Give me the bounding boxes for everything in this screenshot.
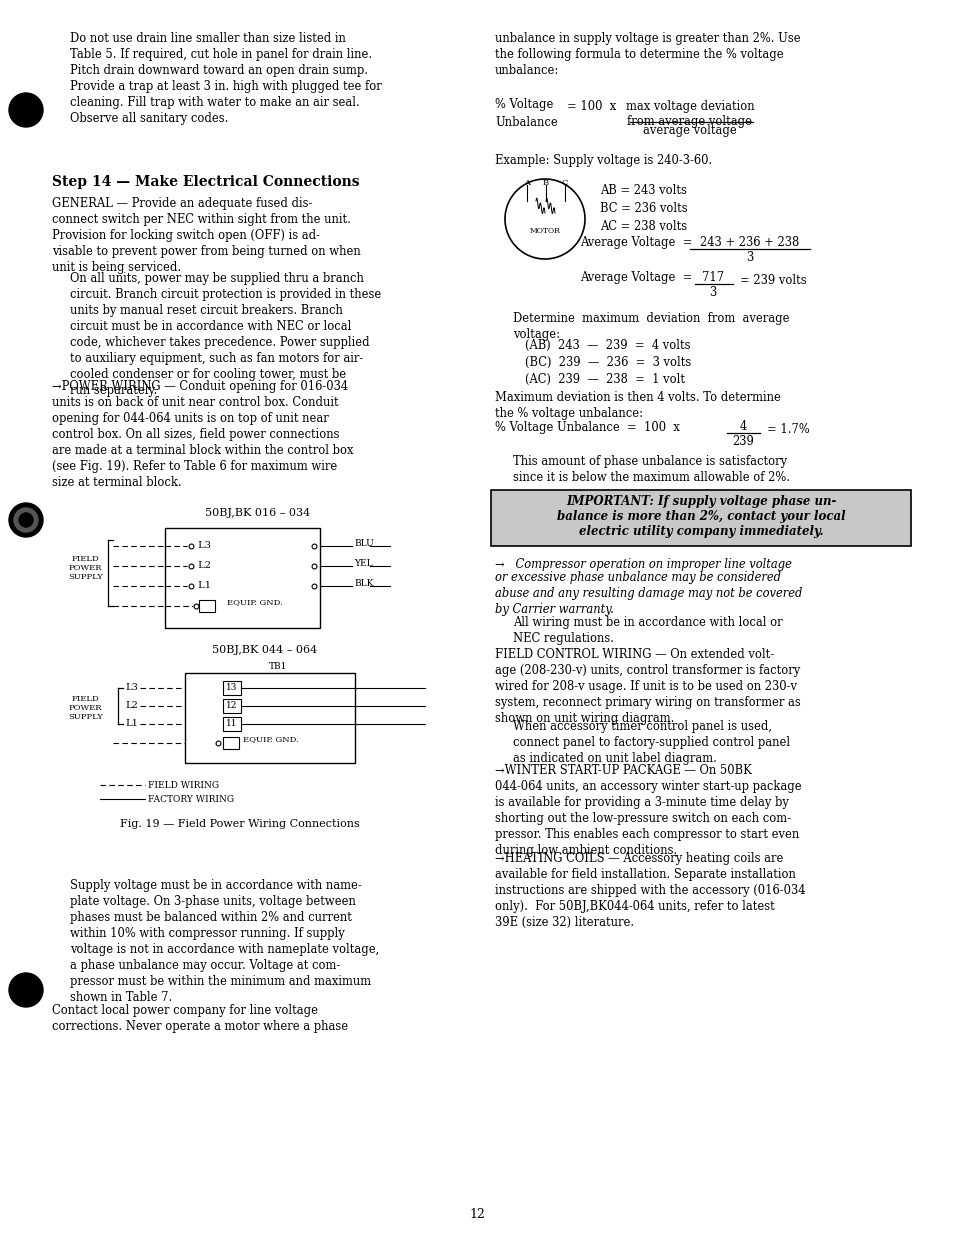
Bar	[491, 490, 910, 546]
Text: L3: L3	[125, 683, 138, 693]
Text: AB = 243 volts
BC = 236 volts
AC = 238 volts: AB = 243 volts BC = 236 volts AC = 238 v…	[599, 184, 687, 233]
Text: L1: L1	[194, 582, 211, 590]
Bar	[199, 600, 214, 613]
Text: L2: L2	[194, 562, 211, 571]
Text: (AB)  243  —  239  =  4 volts
(BC)  239  —  236  =  3 volts
(AC)  239  —  238  =: (AB) 243 — 239 = 4 volts (BC) 239 — 236 …	[524, 338, 691, 387]
Text: FIELD WIRING: FIELD WIRING	[148, 781, 219, 789]
Text: All wiring must be in accordance with local or
NEC regulations.: All wiring must be in accordance with lo…	[513, 616, 781, 645]
Bar	[165, 529, 319, 629]
Text: % Voltage Unbalance  =  100  x: % Voltage Unbalance = 100 x	[495, 421, 679, 433]
Text: B: B	[542, 179, 549, 186]
Text: Average Voltage  =: Average Voltage =	[579, 236, 692, 249]
Circle shape	[9, 503, 43, 537]
Text: L1: L1	[125, 720, 138, 729]
Bar	[491, 490, 910, 546]
Text: 13: 13	[226, 683, 237, 693]
Bar	[223, 680, 241, 695]
Text: = 1.7%: = 1.7%	[766, 424, 809, 436]
Text: 12: 12	[226, 701, 237, 710]
Text: BLK: BLK	[354, 578, 374, 588]
Text: Step 14 — Make Electrical Connections: Step 14 — Make Electrical Connections	[52, 175, 359, 189]
Text: 12: 12	[469, 1208, 484, 1221]
Text: FIELD
POWER
SUPPLY: FIELD POWER SUPPLY	[68, 555, 103, 582]
Text: 3: 3	[745, 251, 753, 264]
Text: →POWER WIRING — Conduit opening for 016-034
units is on back of unit near contro: →POWER WIRING — Conduit opening for 016-…	[52, 380, 354, 489]
Text: C: C	[561, 179, 568, 186]
Text: Example: Supply voltage is 240-3-60.: Example: Supply voltage is 240-3-60.	[495, 154, 712, 167]
Text: L2: L2	[125, 701, 138, 710]
Bar	[223, 699, 241, 713]
Text: L3: L3	[194, 541, 211, 551]
Text: Contact local power company for line voltage
corrections. Never operate a motor : Contact local power company for line vol…	[52, 1004, 348, 1032]
Text: or excessive phase unbalance may be considered
abuse and any resulting damage ma: or excessive phase unbalance may be cons…	[495, 571, 801, 616]
Text: 243 + 236 + 238: 243 + 236 + 238	[700, 236, 799, 249]
Text: TB1: TB1	[269, 662, 287, 671]
Text: FIELD
POWER
SUPPLY: FIELD POWER SUPPLY	[68, 695, 103, 721]
Text: GENERAL — Provide an adequate fused dis-
connect switch per NEC within sight fro: GENERAL — Provide an adequate fused dis-…	[52, 198, 360, 274]
Text: 4: 4	[739, 420, 746, 433]
Text: 3: 3	[709, 287, 716, 299]
Text: 11: 11	[226, 720, 237, 729]
Text: FIELD CONTROL WIRING — On extended volt-
age (208-230-v) units, control transfor: FIELD CONTROL WIRING — On extended volt-…	[495, 648, 800, 725]
Text: A: A	[523, 179, 530, 186]
Circle shape	[19, 513, 33, 527]
Text: Do not use drain line smaller than size listed in
Table 5. If required, cut hole: Do not use drain line smaller than size …	[70, 32, 381, 125]
Text: On all units, power may be supplied thru a branch
circuit. Branch circuit protec: On all units, power may be supplied thru…	[70, 272, 381, 396]
Text: IMPORTANT: If supply voltage phase un-
balance is more than 2%, contact your loc: IMPORTANT: If supply voltage phase un- b…	[557, 495, 844, 538]
Text: % Voltage
Unbalance: % Voltage Unbalance	[495, 98, 558, 128]
Text: EQUIP. GND.: EQUIP. GND.	[227, 598, 282, 606]
Circle shape	[9, 973, 43, 1007]
Text: Maximum deviation is then 4 volts. To determine
the % voltage unbalance:: Maximum deviation is then 4 volts. To de…	[495, 391, 781, 420]
Text: →   Compressor operation on improper line voltage: → Compressor operation on improper line …	[495, 558, 791, 571]
Text: MOTOR: MOTOR	[529, 227, 559, 235]
Text: Supply voltage must be in accordance with name-
plate voltage. On 3-phase units,: Supply voltage must be in accordance wit…	[70, 879, 379, 1004]
Text: →WINTER START-UP PACKAGE — On 50BK
044-064 units, an accessory winter start-up p: →WINTER START-UP PACKAGE — On 50BK 044-0…	[495, 764, 801, 857]
Text: 50BJ,BK 044 – 064: 50BJ,BK 044 – 064	[213, 645, 317, 655]
Text: This amount of phase unbalance is satisfactory
since it is below the maximum all: This amount of phase unbalance is satisf…	[513, 454, 789, 484]
Text: unbalance in supply voltage is greater than 2%. Use
the following formula to det: unbalance in supply voltage is greater t…	[495, 32, 800, 77]
Bar	[185, 673, 355, 763]
Text: = 239 volts: = 239 volts	[740, 274, 806, 287]
Text: 717: 717	[701, 270, 723, 284]
Circle shape	[9, 93, 43, 127]
Text: BLU: BLU	[354, 538, 374, 547]
Text: average voltage: average voltage	[642, 124, 736, 137]
Text: EQUIP. GND.: EQUIP. GND.	[243, 735, 298, 743]
Bar	[223, 737, 239, 748]
Text: 239: 239	[731, 435, 753, 448]
Text: = 100  x: = 100 x	[566, 100, 616, 112]
Text: When accessory timer control panel is used,
connect panel to factory-supplied co: When accessory timer control panel is us…	[513, 720, 789, 764]
Text: FACTORY WIRING: FACTORY WIRING	[148, 794, 233, 804]
Text: 50BJ,BK 016 – 034: 50BJ,BK 016 – 034	[205, 508, 311, 517]
Bar	[223, 718, 241, 731]
Text: →HEATING COILS — Accessory heating coils are
available for field installation. S: →HEATING COILS — Accessory heating coils…	[495, 852, 804, 929]
Text: max voltage deviation
from average voltage: max voltage deviation from average volta…	[625, 100, 754, 128]
Text: Fig. 19 — Field Power Wiring Connections: Fig. 19 — Field Power Wiring Connections	[120, 819, 359, 829]
Text: YEL: YEL	[354, 558, 373, 568]
Circle shape	[14, 508, 38, 532]
Text: Determine  maximum  deviation  from  average
voltage:: Determine maximum deviation from average…	[513, 312, 789, 341]
Text: Average Voltage  =: Average Voltage =	[579, 270, 692, 284]
